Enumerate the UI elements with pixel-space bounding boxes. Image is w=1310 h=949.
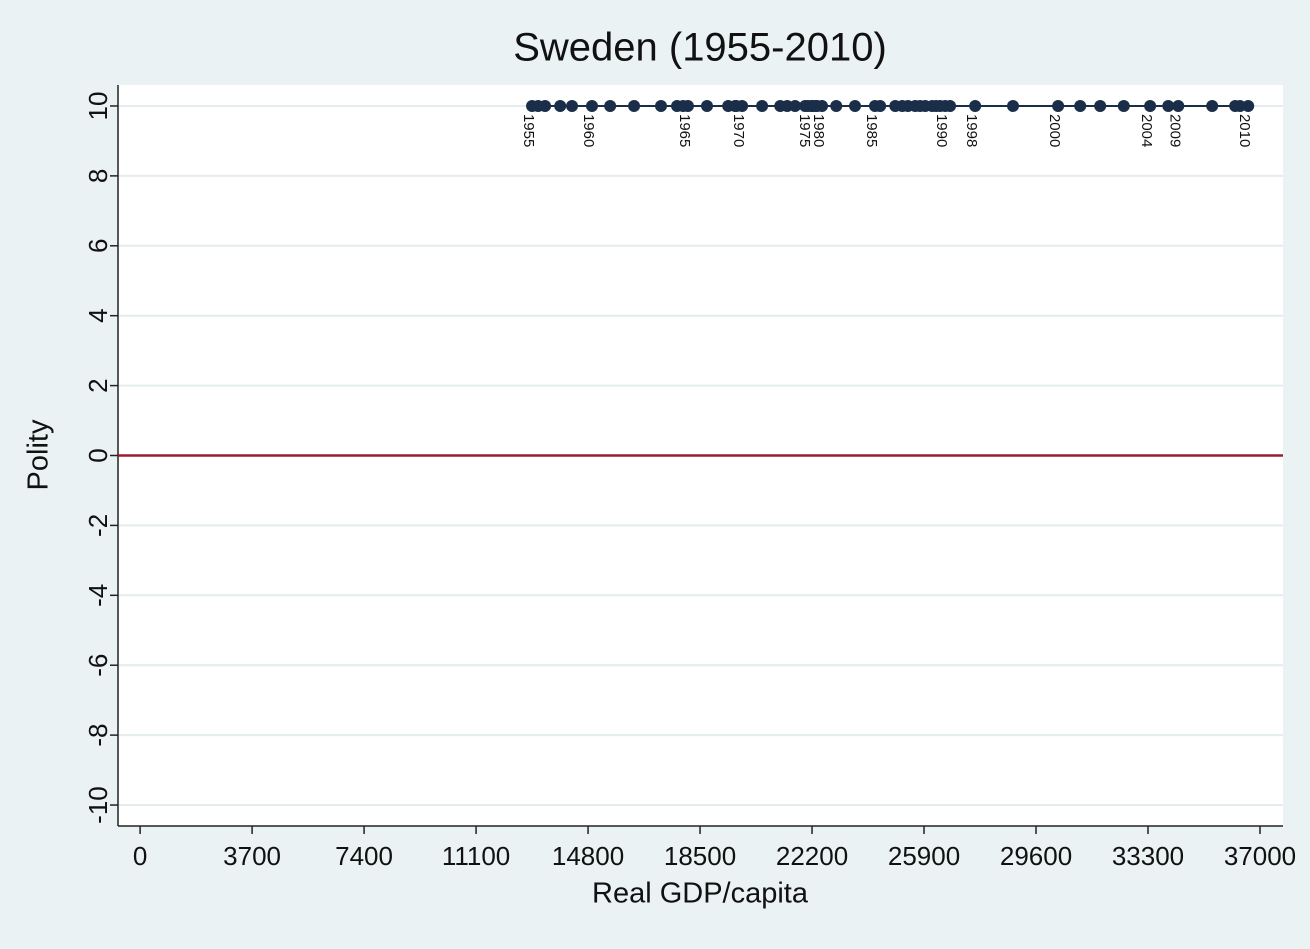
x-tick-label: 3700 xyxy=(223,841,281,871)
y-tick-label: -8 xyxy=(83,724,113,747)
x-tick-label: 33300 xyxy=(1112,841,1184,871)
point-label: 1975 xyxy=(796,114,813,147)
x-tick-label: 29600 xyxy=(1000,841,1072,871)
point xyxy=(655,99,668,112)
y-tick-label: 10 xyxy=(83,92,113,121)
x-tick-label: 22200 xyxy=(776,841,848,871)
point-label: 2009 xyxy=(1166,114,1183,147)
point xyxy=(930,99,943,112)
point xyxy=(677,99,690,112)
y-tick-label: 2 xyxy=(83,378,113,392)
chart-title: Sweden (1955-2010) xyxy=(513,26,887,70)
point xyxy=(896,99,909,112)
y-tick-label: -6 xyxy=(83,654,113,677)
point xyxy=(1007,99,1020,112)
point xyxy=(874,99,887,112)
point xyxy=(909,99,922,112)
y-tick-label: 4 xyxy=(83,308,113,322)
y-tick-label: 8 xyxy=(83,169,113,183)
point xyxy=(756,99,769,112)
point-label: 2000 xyxy=(1046,114,1063,147)
point xyxy=(969,99,982,112)
point-label: 2004 xyxy=(1138,114,1155,147)
point xyxy=(1094,99,1107,112)
point-label: 1980 xyxy=(810,114,827,147)
point xyxy=(1206,99,1219,112)
x-tick-label: 11100 xyxy=(442,841,510,871)
point xyxy=(944,99,957,112)
point-label: 1970 xyxy=(730,114,747,147)
point xyxy=(781,99,794,112)
x-axis-label: Real GDP/capita xyxy=(592,878,809,910)
point-label: 1990 xyxy=(933,114,950,147)
point xyxy=(849,99,862,112)
point xyxy=(701,99,714,112)
point-label: 1965 xyxy=(676,114,693,147)
point xyxy=(730,99,743,112)
point xyxy=(1074,99,1087,112)
y-tick-label: -10 xyxy=(83,786,113,824)
point-label: 1998 xyxy=(963,114,980,147)
point xyxy=(1242,99,1255,112)
point xyxy=(554,99,567,112)
y-tick-label: 0 xyxy=(83,448,113,462)
y-tick-label: -2 xyxy=(83,514,113,537)
y-tick-label: 6 xyxy=(83,239,113,253)
point xyxy=(1117,99,1130,112)
point-label: 1955 xyxy=(520,114,537,147)
point-label: 1985 xyxy=(863,114,880,147)
y-axis-label: Polity xyxy=(23,419,55,490)
x-tick-label: 18500 xyxy=(664,841,736,871)
x-tick-label: 14800 xyxy=(552,841,624,871)
x-tick-label: 7400 xyxy=(335,841,393,871)
x-tick-label: 25900 xyxy=(888,841,960,871)
point xyxy=(628,99,641,112)
point xyxy=(1144,99,1157,112)
point xyxy=(1229,99,1242,112)
point xyxy=(539,99,552,112)
point xyxy=(1052,99,1065,112)
point-label: 1960 xyxy=(580,114,597,147)
point xyxy=(830,99,843,112)
point xyxy=(1162,99,1175,112)
x-tick-label: 37000 xyxy=(1224,841,1296,871)
point xyxy=(585,99,598,112)
point xyxy=(1172,99,1185,112)
x-tick-label: 0 xyxy=(133,841,147,871)
point-label: 2010 xyxy=(1236,114,1253,147)
point xyxy=(566,99,579,112)
point xyxy=(809,99,822,112)
point xyxy=(604,99,617,112)
y-tick-label: -4 xyxy=(83,584,113,607)
